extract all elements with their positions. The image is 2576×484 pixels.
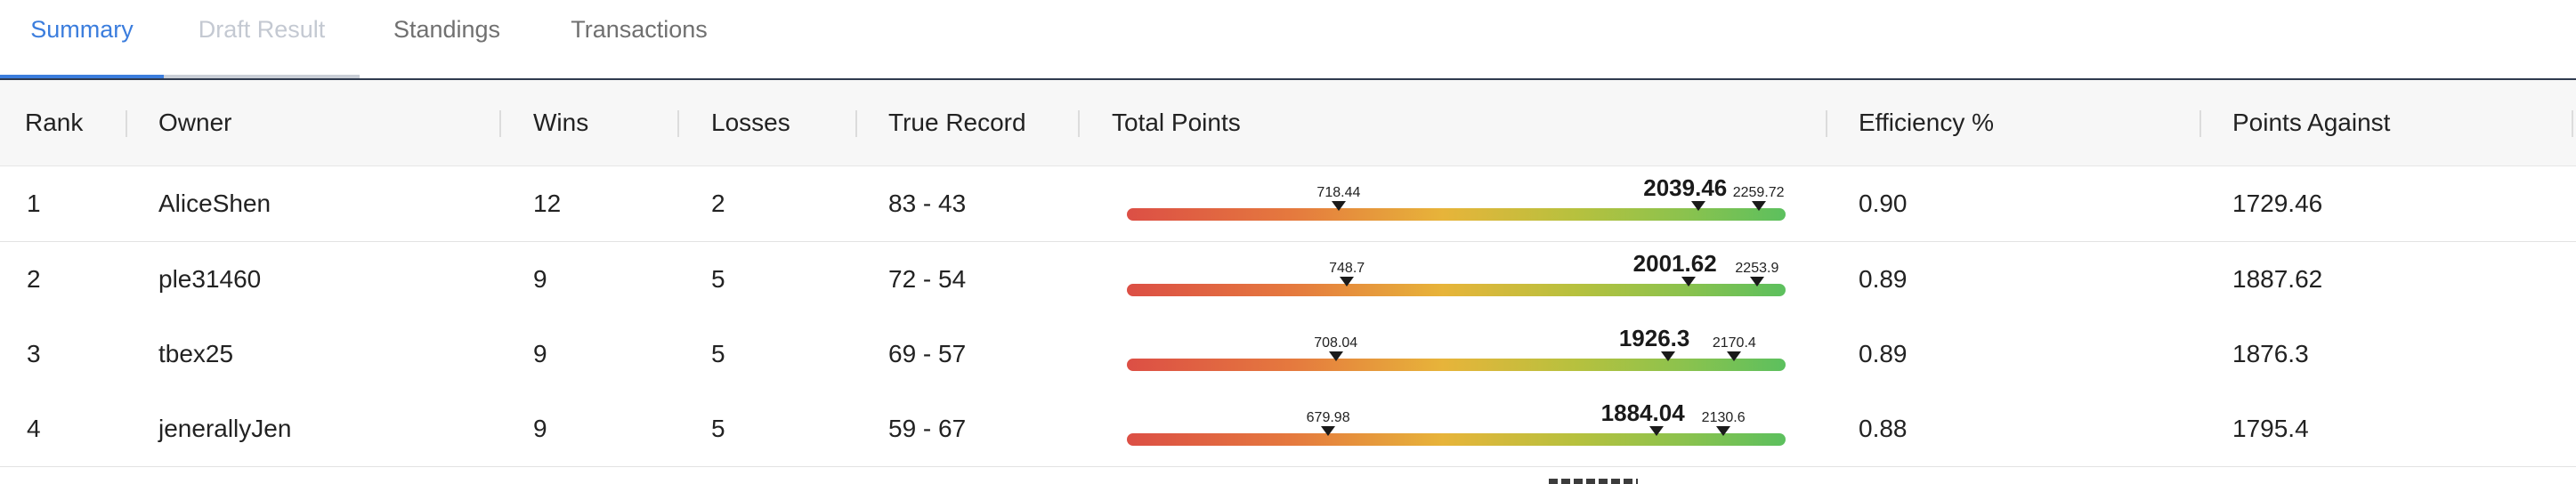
column-header-true-record[interactable]: True Record xyxy=(888,109,1026,136)
clipped-value-label xyxy=(1549,475,1638,484)
max-marker xyxy=(1716,426,1731,436)
tab-draft-result-label: Draft Result xyxy=(198,16,326,43)
tab-summary[interactable]: Summary xyxy=(0,0,164,78)
column-resize-handle[interactable] xyxy=(677,110,679,137)
value-marker xyxy=(1648,426,1664,436)
wins-cell: 9 xyxy=(533,265,547,293)
tab-transactions[interactable]: Transactions xyxy=(534,0,744,77)
tab-standings[interactable]: Standings xyxy=(360,0,534,77)
column-header-losses[interactable]: Losses xyxy=(711,109,790,136)
tab-bar: Summary Draft Result Standings Transacti… xyxy=(0,0,2576,80)
max-label: 2170.4 xyxy=(1712,335,1756,351)
tab-draft-result[interactable]: Draft Result xyxy=(164,0,360,78)
column-header-owner[interactable]: Owner xyxy=(158,109,232,136)
rank-cell: 2 xyxy=(27,265,41,293)
min-marker xyxy=(1321,426,1336,436)
true-record-cell: 83 - 43 xyxy=(888,190,967,217)
true-record-cell: 69 - 57 xyxy=(888,340,967,367)
column-resize-handle[interactable] xyxy=(126,110,127,137)
min-label: 718.44 xyxy=(1316,185,1361,200)
points-against-cell: 1876.3 xyxy=(2232,340,2309,367)
table-row[interactable]: 2 ple31460 9 5 72 - 54 748.7 2001.62 225… xyxy=(0,242,2576,318)
column-header-rank[interactable]: Rank xyxy=(25,109,84,136)
table-row[interactable]: 3 tbex25 9 5 69 - 57 708.04 1926.3 2170.… xyxy=(0,317,2576,392)
rank-cell: 3 xyxy=(27,340,41,367)
range-bar-track xyxy=(1127,284,1786,296)
true-record-cell: 59 - 67 xyxy=(888,415,967,442)
table-row[interactable]: 1 AliceShen 12 2 83 - 43 718.44 2039.46 … xyxy=(0,166,2576,242)
owner-cell: jenerallyJen xyxy=(158,415,292,442)
total-points-range-bar: 708.04 1926.3 2170.4 xyxy=(1127,317,1786,391)
wins-cell: 9 xyxy=(533,415,547,442)
value-label: 2001.62 xyxy=(1632,250,1717,277)
range-bar-track xyxy=(1127,208,1786,221)
column-header-total-points[interactable]: Total Points xyxy=(1112,109,1241,136)
max-label: 2130.6 xyxy=(1701,410,1746,425)
min-marker xyxy=(1331,201,1346,211)
losses-cell: 5 xyxy=(711,415,725,442)
table-row[interactable]: 4 jenerallyJen 9 5 59 - 67 679.98 1884.0… xyxy=(0,391,2576,467)
min-label: 748.7 xyxy=(1329,261,1365,276)
value-label: 1926.3 xyxy=(1618,325,1690,351)
clipped-text-fragment xyxy=(1549,479,1638,484)
losses-cell: 5 xyxy=(711,265,725,293)
column-resize-handle[interactable] xyxy=(2572,110,2573,137)
value-marker xyxy=(1691,201,1706,211)
value-marker xyxy=(1681,277,1696,286)
min-marker xyxy=(1340,277,1355,286)
value-label: 2039.46 xyxy=(1643,174,1728,201)
column-header-wins[interactable]: Wins xyxy=(533,109,589,136)
tab-transactions-label: Transactions xyxy=(571,16,708,43)
value-marker xyxy=(1660,351,1675,361)
rank-cell: 1 xyxy=(27,190,41,217)
column-resize-handle[interactable] xyxy=(2199,110,2201,137)
total-points-range-bar: 679.98 1884.04 2130.6 xyxy=(1127,391,1786,466)
table-header: Rank Owner Wins Losses True Record Total… xyxy=(0,80,2576,166)
min-marker xyxy=(1328,351,1343,361)
tab-draft-result-underline xyxy=(164,75,360,78)
column-resize-handle[interactable] xyxy=(1078,110,1080,137)
owner-cell: AliceShen xyxy=(158,190,271,217)
tab-summary-underline xyxy=(0,75,164,78)
value-label: 1884.04 xyxy=(1600,399,1685,426)
efficiency-cell: 0.88 xyxy=(1859,415,1908,442)
column-resize-handle[interactable] xyxy=(855,110,857,137)
owner-cell: tbex25 xyxy=(158,340,234,367)
tab-standings-label: Standings xyxy=(393,16,501,43)
true-record-cell: 72 - 54 xyxy=(888,265,967,293)
losses-cell: 5 xyxy=(711,340,725,367)
table-row-partial xyxy=(0,468,2576,484)
points-against-cell: 1729.46 xyxy=(2232,190,2323,217)
losses-cell: 2 xyxy=(711,190,725,217)
max-marker xyxy=(1727,351,1742,361)
efficiency-cell: 0.90 xyxy=(1859,190,1908,217)
range-bar-track xyxy=(1127,433,1786,446)
efficiency-cell: 0.89 xyxy=(1859,340,1908,367)
column-header-efficiency[interactable]: Efficiency % xyxy=(1859,109,1994,136)
efficiency-cell: 0.89 xyxy=(1859,265,1908,293)
points-against-cell: 1887.62 xyxy=(2232,265,2323,293)
owner-cell: ple31460 xyxy=(158,265,262,293)
column-resize-handle[interactable] xyxy=(499,110,501,137)
max-label: 2253.9 xyxy=(1735,261,1779,276)
min-label: 679.98 xyxy=(1306,410,1350,425)
column-header-points-against[interactable]: Points Against xyxy=(2232,109,2391,136)
column-resize-handle[interactable] xyxy=(1826,110,1827,137)
points-against-cell: 1795.4 xyxy=(2232,415,2309,442)
total-points-range-bar: 718.44 2039.46 2259.72 xyxy=(1127,166,1786,241)
rank-cell: 4 xyxy=(27,415,41,442)
wins-cell: 12 xyxy=(533,190,562,217)
min-label: 708.04 xyxy=(1314,335,1358,351)
max-label: 2259.72 xyxy=(1732,185,1785,200)
tab-summary-label: Summary xyxy=(30,16,134,43)
wins-cell: 9 xyxy=(533,340,547,367)
range-bar-track xyxy=(1127,359,1786,371)
max-marker xyxy=(1749,277,1764,286)
max-marker xyxy=(1751,201,1766,211)
total-points-range-bar: 748.7 2001.62 2253.9 xyxy=(1127,242,1786,317)
